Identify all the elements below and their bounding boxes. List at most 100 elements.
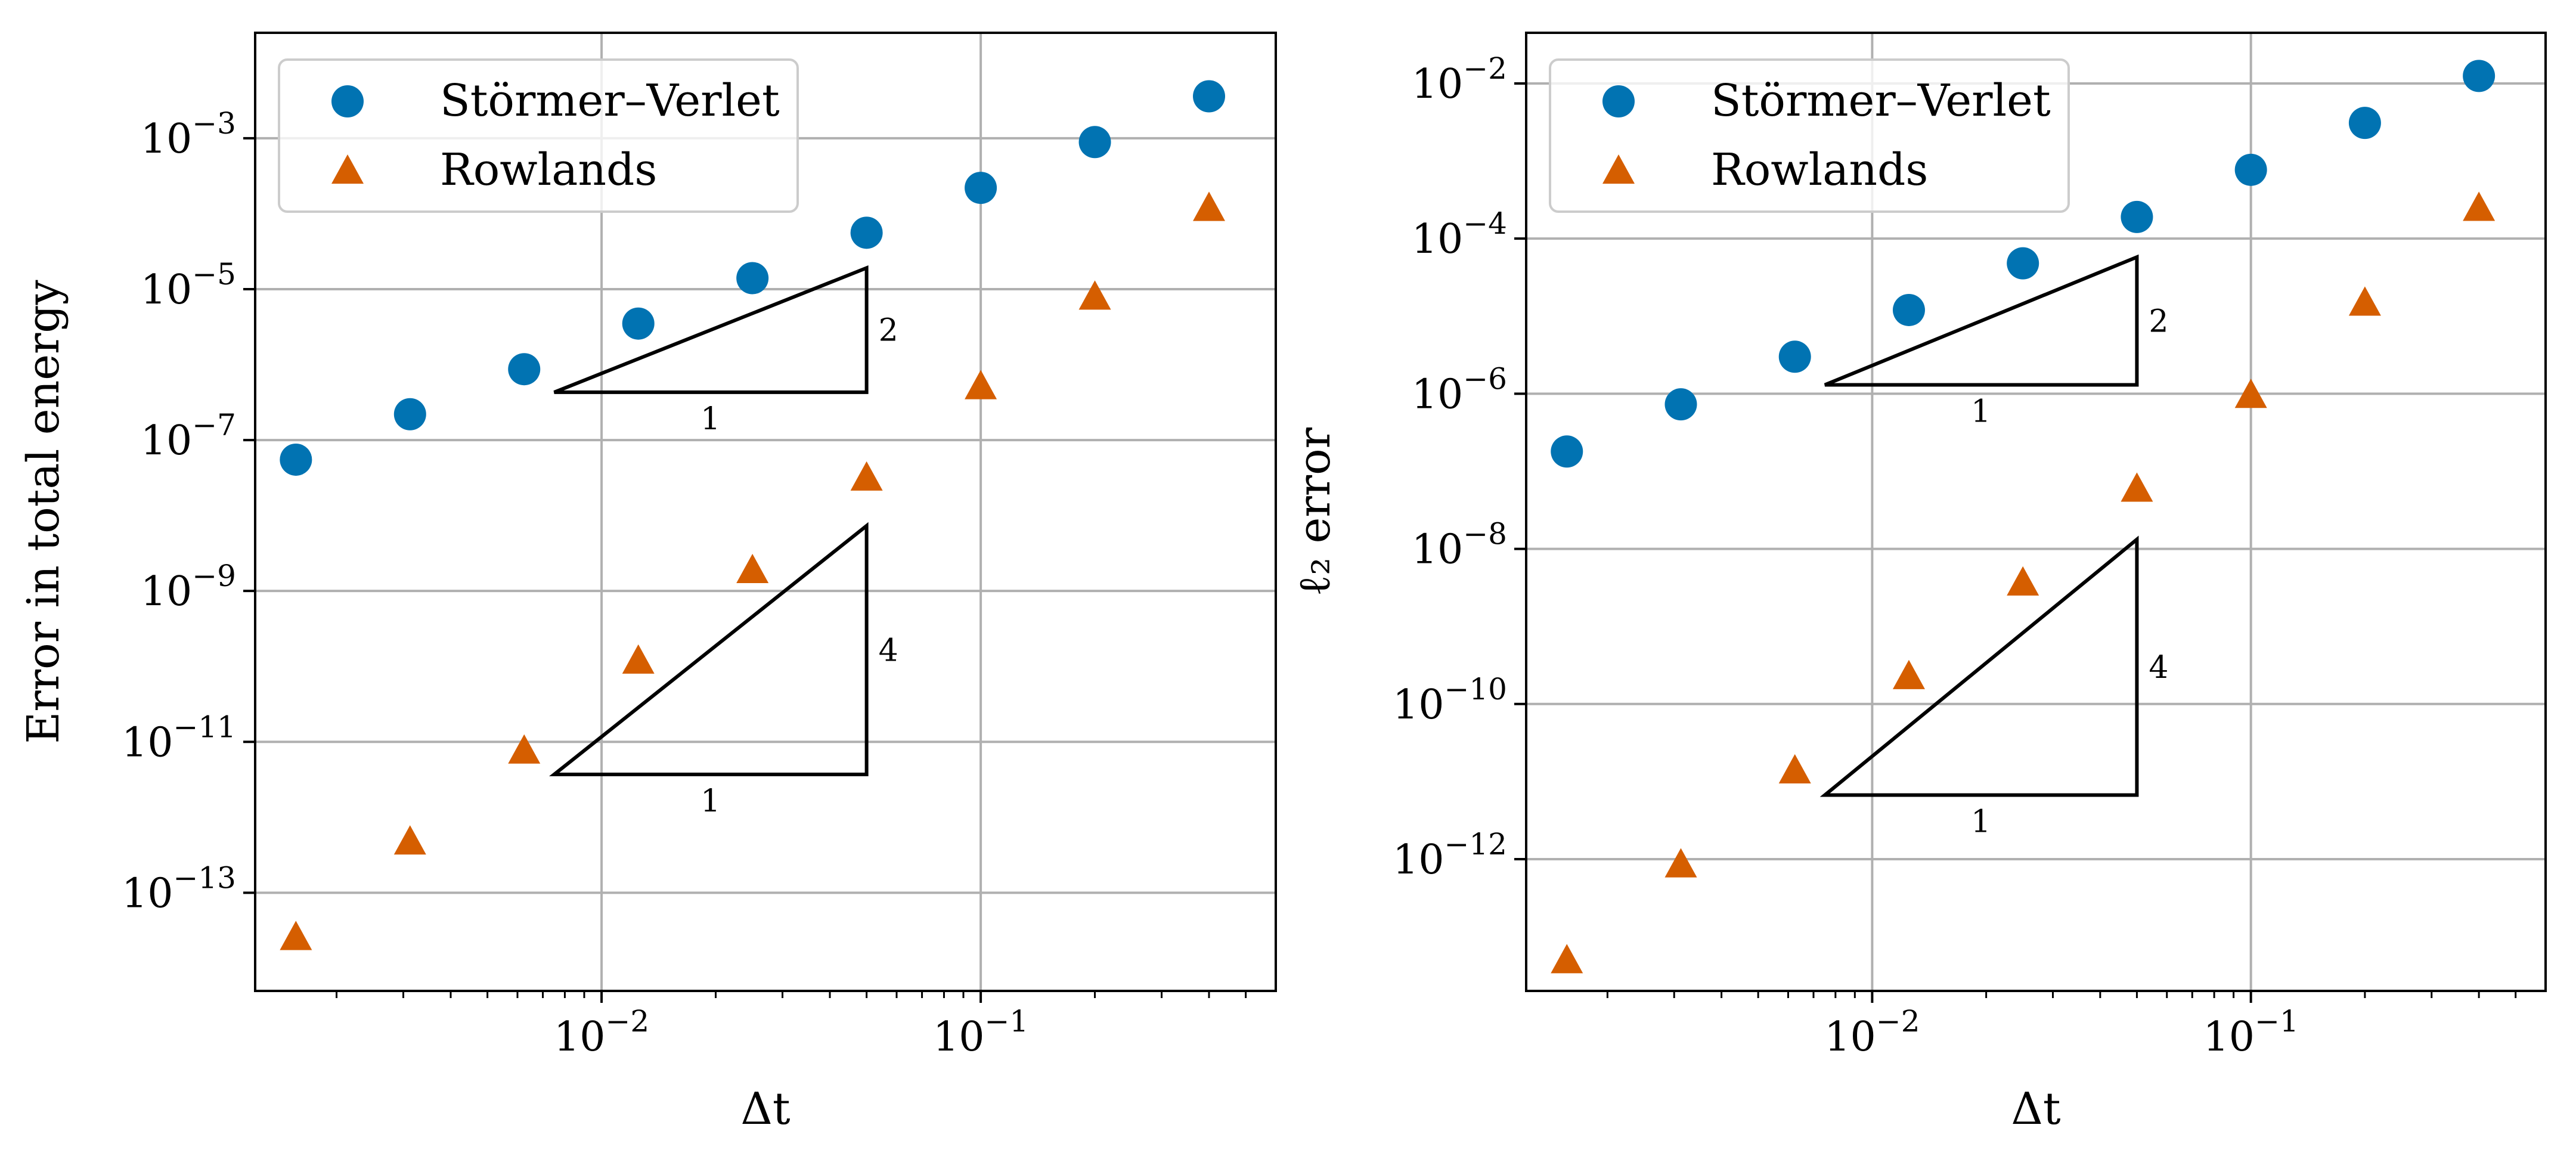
axes-frame [254,32,1277,992]
y-tick-label: 10−7 [141,408,236,464]
slope-rise-label: 4 [2149,650,2168,686]
y-tick-base: 10 [122,870,173,917]
legend: Störmer–Verlet Rowlands [1549,58,2070,213]
data-point-triangle [1078,280,1111,310]
x-tick-labels: 10−2 10−1 [554,991,1028,1061]
y-tick-exponent: −3 [192,106,236,141]
y-tick-exponent: −6 [1463,361,1507,396]
slope-run-label: 1 [1971,804,1991,839]
x-tick-label: 10−1 [933,1004,1028,1061]
data-point-circle [2348,107,2381,140]
y-tick-base: 10 [141,267,193,314]
data-point-circle [965,172,997,205]
data-point-circle [736,262,769,295]
x-tick-label: 10−1 [2203,1004,2299,1061]
slope-triangle-order-4 [549,522,869,776]
x-tick-exponent: −1 [984,1004,1028,1039]
y-tick-base: 10 [1412,216,1464,263]
y-tick-exponent: −4 [1463,206,1507,241]
y-tick-base: 10 [1412,526,1464,574]
data-point-triangle [393,825,426,855]
data-point-triangle [280,921,312,950]
y-tick-base: 10 [122,719,173,766]
axes-frame [1525,32,2547,992]
y-tick-label: 10−11 [122,710,236,766]
legend-label: Rowlands [1711,144,1928,196]
data-point-circle [1892,293,1925,326]
data-point-circle [2234,153,2267,186]
y-tick-exponent: −9 [192,559,236,593]
x-tick-base: 10 [2203,1014,2255,1061]
x-tick-labels: 10−2 10−1 [1824,991,2299,1061]
data-point-triangle [736,553,769,584]
y-tick-label: 10−13 [122,860,236,917]
legend-box [1549,58,2070,213]
y-tick-exponent: −12 [1444,827,1507,862]
data-point-circle [1078,126,1111,159]
legend-label: Störmer–Verlet [440,75,780,126]
data-point-circle [508,353,541,386]
slope-triangle-order-2 [553,265,869,394]
data-point-triangle [1664,848,1697,878]
y-tick-base: 10 [1393,681,1444,729]
legend-label: Störmer–Verlet [1711,75,2051,126]
data-point-circle [1193,80,1226,113]
data-point-triangle [622,644,655,674]
x-tick-exponent: −2 [605,1004,649,1039]
data-point-circle [2121,200,2153,233]
slope-triangle-order-4 [1819,535,2139,797]
slope-rise-label: 2 [879,313,898,349]
y-tick-label: 10−6 [1412,361,1507,418]
x-axis-label: Δt [740,1083,790,1135]
y-tick-exponent: −11 [173,710,236,744]
data-point-circle [1664,388,1697,421]
data-point-circle [622,307,655,340]
data-point-circle [2007,247,2039,280]
y-tick-base: 10 [141,417,193,464]
slope-triangles: 1 2 1 4 [549,265,898,819]
data-point-triangle [1778,754,1811,783]
legend: Störmer–Verlet Rowlands [278,58,799,213]
data-point-circle [393,398,426,430]
y-tick-base: 10 [1412,371,1464,418]
data-point-circle [280,443,312,476]
data-point-triangle [2121,472,2153,502]
data-point-triangle [850,461,883,491]
y-tick-label: 10−3 [141,106,236,163]
data-point-triangle [2348,286,2381,316]
x-tick-exponent: −2 [1876,1004,1920,1039]
slope-rise-label: 2 [2149,303,2168,339]
slope-triangles: 1 2 1 4 [1819,254,2169,839]
legend-marker-triangle [1602,154,1635,184]
data-point-triangle [2463,191,2496,221]
series-rowlands [280,191,1226,950]
right-subplot-l2-error: 10−2 10−110−210−410−610−810−1010−121214Δt… [1289,32,2547,1135]
y-tick-exponent: −2 [1463,51,1507,86]
legend-marker-circle [331,85,364,117]
slope-run-label: 1 [700,783,720,819]
y-tick-label: 10−4 [1412,206,1507,263]
data-point-triangle [508,734,541,764]
y-axis-label: Error in total energy [18,280,69,743]
y-tick-label: 10−8 [1412,517,1507,574]
legend-marker-triangle [331,154,364,184]
legend-label: Rowlands [440,144,657,196]
series-stormer-verlet [280,80,1226,476]
x-tick-label: 10−2 [554,1004,649,1061]
slope-triangle-order-2 [1824,254,2139,387]
legend-marker-circle [1602,85,1635,117]
data-point-circle [1778,340,1811,373]
x-tick-exponent: −1 [2255,1004,2299,1039]
y-tick-label: 10−10 [1393,672,1507,729]
y-tick-label: 10−12 [1393,827,1507,884]
data-point-circle [850,216,883,249]
y-tick-exponent: −13 [173,860,236,895]
data-point-circle [2463,60,2496,92]
y-tick-base: 10 [141,116,193,163]
y-tick-label: 10−5 [141,257,236,314]
x-tick-label: 10−2 [1824,1004,1920,1061]
data-point-triangle [1193,191,1226,221]
